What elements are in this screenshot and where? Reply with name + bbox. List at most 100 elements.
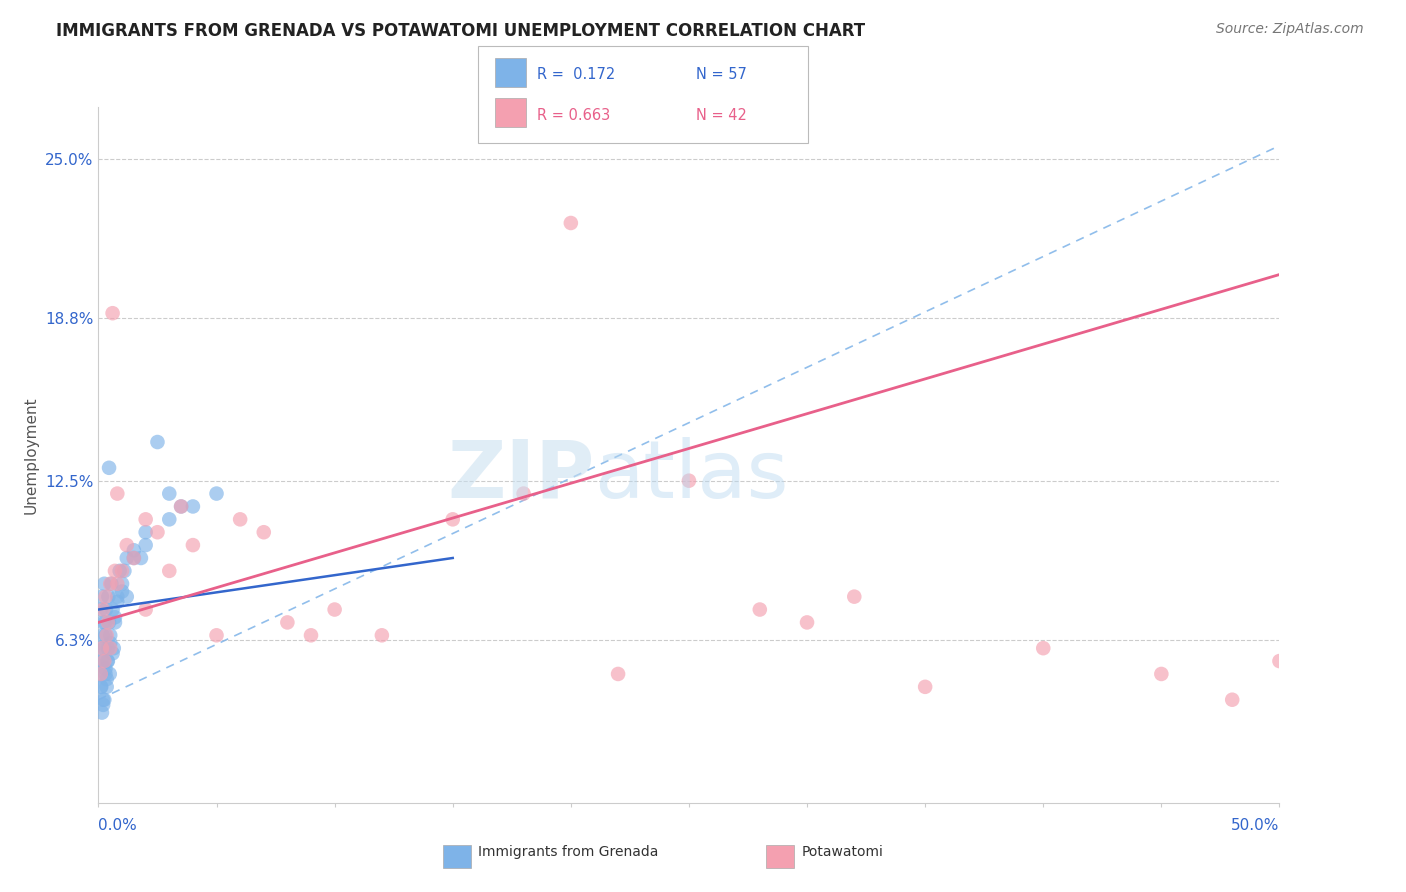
Point (98, 460, 121, 475)
Point (93, 654, 115, 668)
Point (1150, 667, 1173, 681)
Text: Source: ZipAtlas.com: Source: ZipAtlas.com (1216, 22, 1364, 37)
Point (91, 641, 114, 656)
Point (93, 641, 115, 656)
Point (796, 615, 818, 630)
Point (91, 615, 114, 630)
Point (90, 667, 112, 681)
Point (97, 615, 120, 630)
Point (512, 486, 534, 500)
Point (89, 667, 111, 681)
Point (441, 512, 464, 526)
Point (96, 672, 118, 686)
Text: 0.0%: 0.0% (98, 818, 138, 832)
Point (105, 576, 128, 591)
Point (1032, 641, 1054, 656)
Point (94, 667, 117, 681)
Point (103, 641, 125, 656)
Point (115, 538, 138, 552)
Point (146, 525, 169, 540)
Text: N = 42: N = 42 (696, 108, 747, 122)
Point (112, 564, 135, 578)
Point (91, 590, 114, 604)
Point (122, 551, 145, 566)
Point (94, 628, 117, 642)
Y-axis label: Unemployment: Unemployment (24, 396, 38, 514)
Point (129, 551, 152, 566)
Point (101, 602, 124, 616)
Point (157, 486, 180, 500)
Point (91, 706, 114, 720)
Text: N = 57: N = 57 (696, 68, 747, 82)
Point (98, 636, 121, 650)
Point (93, 692, 115, 706)
Point (115, 551, 138, 566)
Point (91, 602, 114, 616)
Point (276, 615, 298, 630)
Point (253, 525, 276, 540)
Point (98, 667, 121, 681)
Point (90, 680, 112, 694)
Point (94, 590, 117, 604)
Point (135, 538, 157, 552)
Point (111, 584, 134, 599)
Point (93, 576, 115, 591)
Point (91, 628, 114, 642)
Point (98, 641, 121, 656)
Point (157, 512, 180, 526)
Point (181, 538, 204, 552)
Point (94, 662, 117, 676)
Point (98, 576, 121, 591)
Point (104, 610, 127, 624)
Point (89, 641, 111, 656)
Point (104, 564, 127, 578)
Point (96, 628, 118, 642)
Point (100, 576, 122, 591)
Point (1220, 692, 1243, 706)
Point (1268, 654, 1291, 668)
Point (94, 615, 117, 630)
Point (135, 512, 157, 526)
Point (146, 435, 169, 450)
Point (122, 551, 145, 566)
Text: 50.0%: 50.0% (1232, 818, 1279, 832)
Point (105, 590, 128, 604)
Point (96, 680, 118, 694)
Point (205, 628, 228, 642)
Point (108, 564, 131, 578)
Text: IMMIGRANTS FROM GRENADA VS POTAWATOMI UNEMPLOYMENT CORRELATION CHART: IMMIGRANTS FROM GRENADA VS POTAWATOMI UN… (56, 22, 865, 40)
Point (94, 602, 117, 616)
Point (91, 654, 114, 668)
Point (90, 602, 112, 616)
Point (97, 641, 120, 656)
Point (607, 667, 630, 681)
Point (97, 654, 120, 668)
Point (229, 512, 252, 526)
Point (105, 595, 128, 609)
Text: Immigrants from Grenada: Immigrants from Grenada (478, 846, 658, 859)
Point (560, 216, 582, 230)
Point (170, 500, 193, 514)
Point (104, 615, 127, 630)
Point (299, 628, 322, 642)
Point (101, 306, 124, 320)
Point (91, 692, 114, 706)
Point (97, 590, 120, 604)
Text: R =  0.172: R = 0.172 (537, 68, 616, 82)
Point (90, 680, 112, 694)
Point (914, 680, 936, 694)
Point (135, 602, 157, 616)
Point (122, 543, 145, 558)
Point (98, 615, 121, 630)
Point (157, 564, 180, 578)
Text: R = 0.663: R = 0.663 (537, 108, 610, 122)
Point (105, 486, 128, 500)
Point (111, 576, 134, 591)
Point (678, 474, 700, 488)
Point (111, 564, 134, 578)
Point (205, 486, 228, 500)
Point (748, 602, 770, 616)
Point (135, 525, 157, 540)
Point (98, 628, 121, 642)
Text: ZIP: ZIP (447, 437, 595, 515)
